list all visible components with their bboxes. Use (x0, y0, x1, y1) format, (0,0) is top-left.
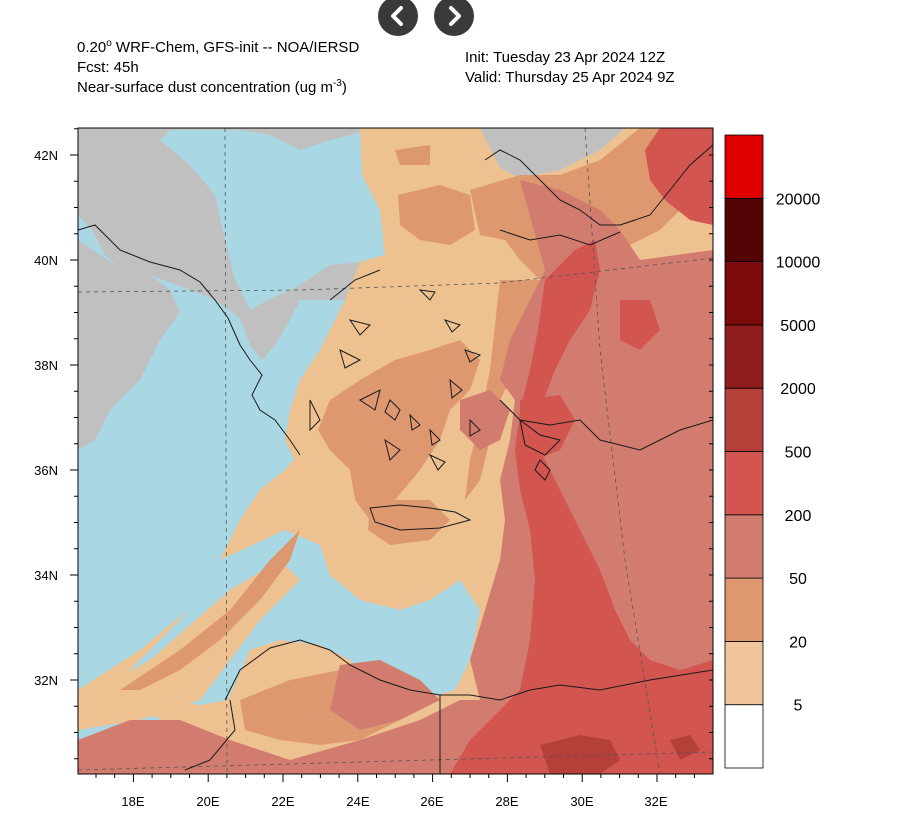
dust-50 (330, 660, 440, 730)
legend-swatch (724, 387, 764, 452)
lat-label: 32N (34, 673, 58, 688)
chevron-right-icon (449, 6, 461, 26)
sea-pocket (78, 450, 230, 610)
next-button[interactable] (434, 0, 474, 36)
header-left: 0.20o WRF-Chem, GFS-init -- NOA/IERSD Fc… (77, 38, 359, 98)
lon-label: 24E (346, 794, 369, 809)
lon-label: 18E (121, 794, 144, 809)
variable-title: Near-surface dust concentration (ug m-3) (77, 78, 347, 97)
legend-swatch (724, 704, 764, 769)
lon-label: 22E (271, 794, 294, 809)
latitude-labels: 42N 40N 38N 36N 34N 32N (34, 148, 58, 688)
previous-button[interactable] (378, 0, 418, 36)
legend-swatch (724, 451, 764, 516)
lat-label: 40N (34, 253, 58, 268)
legend-swatch (724, 134, 764, 199)
header-right: Init: Tuesday 23 Apr 2024 12Z Valid: Thu… (465, 48, 675, 88)
dust-200 (645, 128, 713, 225)
longitude-labels: 18E 20E 22E 24E 26E 28E 30E 32E (121, 794, 667, 809)
dust-500 (540, 735, 620, 774)
legend-label: 500 (785, 445, 812, 462)
lat-label: 42N (34, 148, 58, 163)
dust-200 (450, 240, 713, 774)
land-no-data (78, 240, 180, 450)
lat-label: 38N (34, 358, 58, 373)
color-legend: 5 20 50 200 500 2000 5000 10000 20000 (724, 134, 821, 769)
legend-label: 5000 (780, 318, 816, 335)
dust-200 (520, 395, 575, 460)
legend-label: 200 (785, 508, 812, 525)
dust-20 (398, 185, 475, 245)
land-no-data (78, 128, 713, 360)
map-area (78, 128, 713, 774)
legend-label: 20 (789, 634, 807, 651)
legend-swatch (724, 197, 764, 263)
legend-label: 50 (789, 571, 807, 588)
lat-label: 34N (34, 568, 58, 583)
legend-label: 5 (794, 698, 803, 715)
lon-label: 32E (644, 794, 667, 809)
dust-200 (620, 300, 660, 350)
dust-20 (395, 145, 430, 165)
legend-swatch (724, 641, 764, 706)
dust-50 (78, 700, 480, 774)
valid-time: Valid: Thursday 25 Apr 2024 9Z (465, 69, 675, 86)
dust-20 (318, 340, 480, 520)
legend-swatch (724, 577, 764, 642)
legend-label: 20000 (776, 191, 821, 208)
lon-label: 30E (570, 794, 593, 809)
lon-label: 26E (420, 794, 443, 809)
dust-20 (368, 500, 450, 545)
forecast-hour: Fcst: 45h (77, 59, 139, 76)
legend-label: 10000 (776, 255, 821, 272)
chevron-left-icon (391, 6, 403, 26)
legend-label: 2000 (780, 381, 816, 398)
init-time: Init: Tuesday 23 Apr 2024 12Z (465, 49, 666, 66)
legend-swatch (724, 324, 764, 389)
legend-swatch (724, 261, 764, 326)
lat-label: 36N (34, 463, 58, 478)
map-grid (78, 128, 713, 774)
dust-500 (670, 735, 700, 760)
axis-ticks (70, 128, 713, 782)
legend-swatch (724, 514, 764, 579)
model-title: 0.20o WRF-Chem, GFS-init -- NOA/IERSD (77, 38, 360, 57)
coastlines (78, 144, 713, 774)
lon-label: 20E (196, 794, 219, 809)
lon-label: 28E (495, 794, 518, 809)
